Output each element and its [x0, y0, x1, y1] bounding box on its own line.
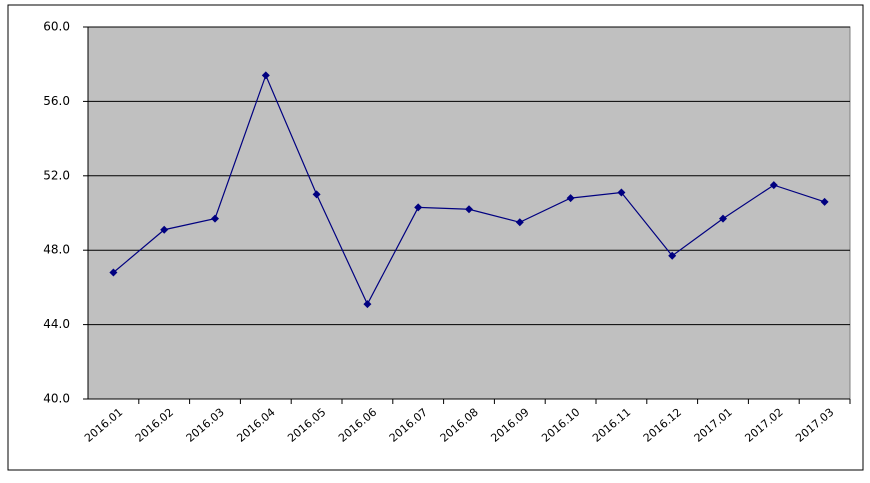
y-tick-label: 60.0: [43, 20, 70, 34]
data-point: [617, 188, 626, 197]
data-point: [211, 214, 219, 223]
y-tick-label: 52.0: [43, 168, 70, 182]
data-point: [769, 181, 778, 190]
data-point: [312, 190, 321, 199]
data-point: [414, 203, 423, 212]
y-tick-label: 44.0: [43, 317, 70, 331]
data-point: [668, 251, 677, 260]
data-point: [566, 194, 575, 203]
data-point: [109, 268, 118, 277]
data-point: [465, 205, 473, 214]
data-point: [261, 71, 270, 80]
y-tick-label: 48.0: [43, 243, 70, 257]
data-point: [719, 214, 727, 223]
data-point: [363, 300, 372, 309]
data-point: [820, 197, 829, 206]
y-tick-label: 40.0: [43, 392, 70, 406]
y-tick-label: 56.0: [43, 94, 70, 108]
data-point: [160, 225, 169, 234]
data-point: [515, 218, 524, 227]
